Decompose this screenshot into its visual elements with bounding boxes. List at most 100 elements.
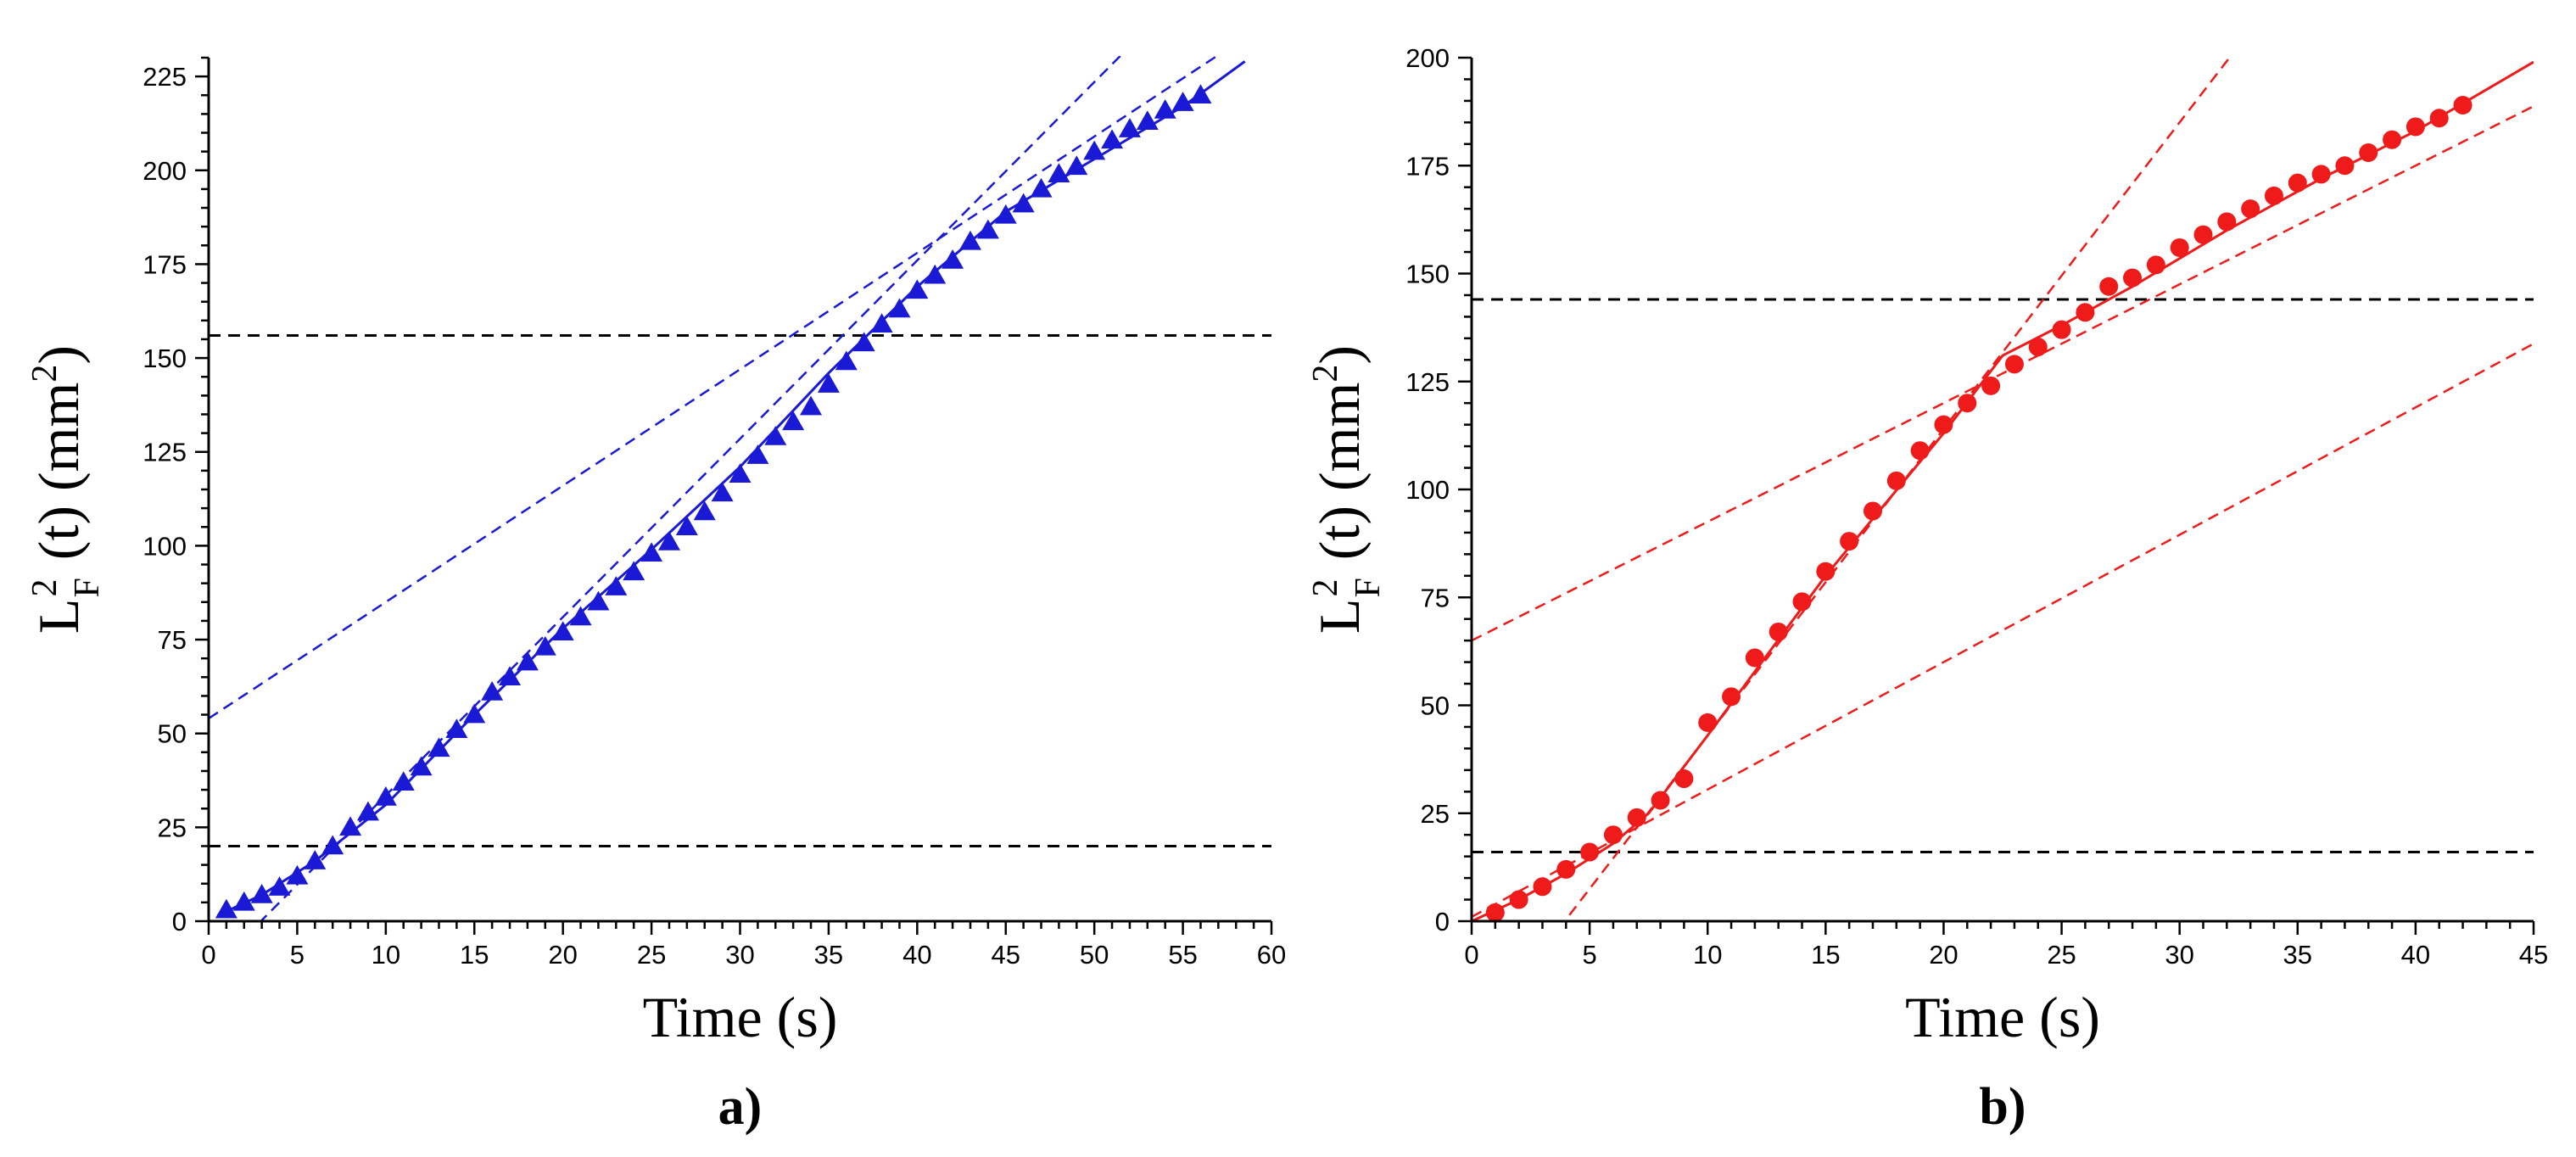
x-tick-label: 60 bbox=[1257, 940, 1286, 970]
data-point bbox=[605, 576, 628, 595]
data-point bbox=[2241, 199, 2260, 219]
data-point bbox=[1603, 825, 1623, 845]
y-tick-label: 175 bbox=[1405, 151, 1450, 181]
plot-area bbox=[209, 56, 1271, 921]
data-point bbox=[2028, 338, 2048, 357]
y-tick-label: 0 bbox=[1435, 907, 1450, 936]
data-point bbox=[835, 350, 858, 371]
x-axis-title: Time (s) bbox=[1905, 985, 2100, 1049]
x-tick-label: 35 bbox=[814, 940, 843, 970]
data-point bbox=[2099, 277, 2119, 296]
y-tick-label: 75 bbox=[158, 625, 187, 655]
data-point bbox=[1154, 98, 1176, 119]
data-point bbox=[2146, 255, 2165, 275]
y-tick-label: 200 bbox=[142, 156, 187, 186]
x-tick-label: 10 bbox=[372, 940, 400, 970]
data-point bbox=[463, 703, 486, 724]
x-tick-label: 15 bbox=[460, 940, 489, 970]
data-point bbox=[551, 621, 574, 640]
y-title-sub: F bbox=[68, 578, 107, 597]
data-point bbox=[2288, 173, 2307, 193]
data-point bbox=[268, 876, 291, 896]
y-tick-label: 200 bbox=[1405, 43, 1450, 73]
data-point bbox=[1189, 84, 1212, 104]
data-point bbox=[1863, 501, 1882, 521]
tangent-line-2 bbox=[1472, 343, 2534, 919]
data-point bbox=[410, 756, 433, 776]
data-point bbox=[1136, 110, 1159, 130]
data-point bbox=[2429, 109, 2449, 128]
data-point bbox=[2004, 355, 2024, 374]
plot-area bbox=[1472, 56, 2534, 921]
data-point bbox=[675, 516, 698, 536]
data-point bbox=[729, 463, 752, 483]
data-point bbox=[746, 444, 769, 464]
data-point bbox=[250, 884, 273, 903]
data-point bbox=[445, 718, 468, 739]
data-point bbox=[942, 249, 964, 269]
data-point bbox=[693, 500, 716, 521]
data-point bbox=[1533, 877, 1552, 897]
data-point bbox=[924, 264, 947, 284]
data-point bbox=[2311, 165, 2331, 184]
data-point bbox=[2052, 320, 2071, 339]
data-point bbox=[1485, 903, 1505, 921]
y-title-base: L bbox=[1307, 599, 1372, 634]
y-tick-label: 150 bbox=[1405, 260, 1450, 289]
y-title-mid: (t) (mm bbox=[1307, 383, 1372, 575]
data-point bbox=[800, 395, 823, 416]
tangent-line-1 bbox=[209, 56, 1219, 720]
data-point bbox=[640, 542, 663, 562]
data-point bbox=[427, 737, 450, 757]
data-point bbox=[215, 898, 237, 919]
x-tick-label: 30 bbox=[725, 940, 754, 970]
x-tick-label: 45 bbox=[2519, 940, 2548, 970]
data-point bbox=[2453, 95, 2473, 115]
y-tick-label: 100 bbox=[142, 531, 187, 561]
data-point bbox=[2076, 303, 2095, 322]
y-title-sup2: 2 bbox=[1306, 365, 1345, 383]
data-point bbox=[1118, 118, 1141, 137]
x-tick-label: 40 bbox=[2401, 940, 2430, 970]
y-title-end: ) bbox=[1307, 345, 1372, 365]
data-point bbox=[1958, 394, 1977, 413]
data-point bbox=[2170, 238, 2189, 257]
data-point bbox=[2217, 212, 2237, 232]
data-point bbox=[481, 681, 504, 701]
data-point bbox=[1012, 193, 1035, 213]
y-title-base: L bbox=[26, 599, 91, 634]
data-point bbox=[1048, 163, 1070, 182]
x-tick-label: 15 bbox=[1811, 940, 1840, 970]
x-tick-label: 55 bbox=[1168, 940, 1197, 970]
data-point bbox=[1840, 532, 1859, 551]
chart-panel-b: 0 5 10 15 20 25 30 35 40 45 0 25 50 75 100 125 150 175 200… bbox=[1306, 43, 2548, 1136]
x-tick-label: 20 bbox=[1929, 940, 1958, 970]
data-point bbox=[1171, 92, 1194, 111]
data-point bbox=[2264, 186, 2283, 205]
data-point bbox=[1627, 808, 1646, 827]
data-point bbox=[339, 816, 362, 836]
y-tick-label: 50 bbox=[158, 719, 187, 749]
data-point bbox=[1981, 376, 2001, 395]
data-point bbox=[2123, 268, 2143, 288]
data-point bbox=[2359, 143, 2378, 162]
data-point bbox=[623, 561, 645, 581]
x-tick-label: 0 bbox=[201, 940, 215, 970]
x-tick-label: 0 bbox=[1464, 940, 1478, 970]
y-tick-label: 0 bbox=[172, 907, 187, 936]
data-point bbox=[976, 219, 999, 239]
x-axis-title: Time (s) bbox=[643, 985, 838, 1049]
data-point bbox=[958, 230, 981, 250]
data-point bbox=[1030, 177, 1053, 198]
data-point bbox=[870, 313, 893, 333]
x-tick-label: 5 bbox=[290, 940, 305, 970]
y-axis-title: L2F (t) (mm2) bbox=[1306, 345, 1388, 634]
y-axis-title: L2F (t) (mm2) bbox=[25, 345, 107, 634]
x-tick-label: 45 bbox=[992, 940, 1020, 970]
data-point bbox=[657, 530, 680, 551]
data-point bbox=[711, 482, 734, 502]
data-point bbox=[1509, 890, 1528, 909]
data-point bbox=[764, 426, 787, 445]
y-tick-label: 175 bbox=[142, 249, 187, 279]
